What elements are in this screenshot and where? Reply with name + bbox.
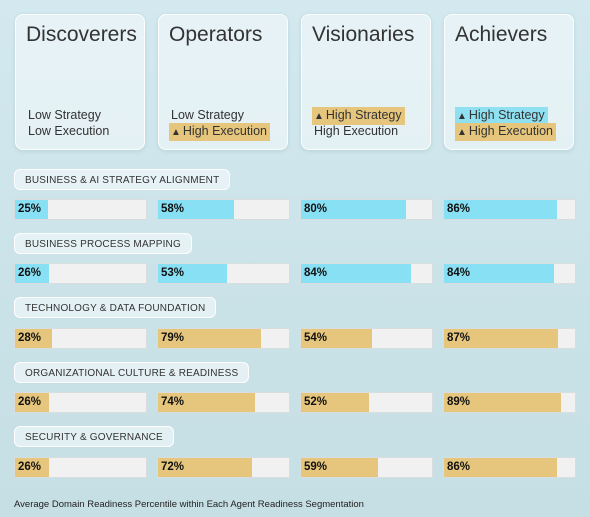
bar-value-label: 86%	[447, 461, 471, 473]
bar-track: 72%	[157, 457, 290, 478]
bar-fill	[158, 329, 262, 348]
segment-title: Achievers	[455, 23, 548, 46]
bar-fill	[15, 458, 50, 477]
segment-line-2: Low Execution	[26, 123, 112, 139]
segment-title: Operators	[169, 23, 263, 46]
bar-value-label: 79%	[161, 332, 185, 344]
triangle-up-icon: ▲	[457, 111, 467, 122]
segment-line2-text: High Execution	[468, 124, 553, 138]
bar-fill	[301, 264, 412, 283]
bar-track: 80%	[300, 199, 433, 220]
segment-line2-text: Low Execution	[28, 124, 110, 138]
bar-value-label: 54%	[304, 332, 328, 344]
bar-fill	[15, 200, 48, 219]
bar-track: 53%	[157, 263, 290, 284]
bar-value-label: 86%	[447, 203, 471, 215]
domain-label: SECURITY & GOVERNANCE	[14, 426, 174, 447]
segment-line-1: Low Strategy	[169, 107, 247, 123]
bar-fill	[301, 200, 406, 219]
bar-value-label: 84%	[447, 267, 471, 279]
bar-value-label: 28%	[18, 332, 42, 344]
bar-fill	[444, 458, 557, 477]
triangle-up-icon: ▲	[457, 127, 467, 138]
bar-fill	[444, 393, 561, 412]
bar-track: 59%	[300, 457, 433, 478]
bar-fill	[158, 200, 234, 219]
bar-value-label: 26%	[18, 267, 42, 279]
bar-track: 79%	[157, 328, 290, 349]
bar-value-label: 26%	[18, 461, 42, 473]
bar-fill	[15, 329, 52, 348]
bar-track: 86%	[443, 199, 576, 220]
domain-label: BUSINESS & AI STRATEGY ALIGNMENT	[14, 169, 231, 190]
domain-label: BUSINESS PROCESS MAPPING	[14, 233, 192, 254]
bar-track: 25%	[14, 199, 147, 220]
segment-card-visionaries: Visionaries ▲ High Strategy High Execution	[301, 14, 431, 150]
bar-value-label: 58%	[161, 203, 185, 215]
bar-fill	[301, 393, 370, 412]
bar-track: 86%	[443, 457, 576, 478]
triangle-up-icon: ▲	[171, 127, 181, 138]
domain-label: ORGANIZATIONAL CULTURE & READINESS	[14, 362, 250, 383]
bar-track: 54%	[300, 328, 433, 349]
chart-footnote: Average Domain Readiness Percentile with…	[14, 499, 364, 510]
bar-fill	[15, 393, 50, 412]
bar-track: 58%	[157, 199, 290, 220]
bar-fill	[158, 458, 253, 477]
triangle-up-icon: ▲	[314, 111, 324, 122]
bar-value-label: 80%	[304, 203, 328, 215]
segment-title: Visionaries	[312, 23, 415, 46]
bar-value-label: 87%	[447, 332, 471, 344]
bar-value-label: 53%	[161, 267, 185, 279]
segment-line-2: High Execution	[312, 123, 401, 139]
segment-line2-text: High Execution	[182, 124, 267, 138]
bar-track: 52%	[300, 392, 433, 413]
bar-fill	[158, 393, 255, 412]
domain-label: TECHNOLOGY & DATA FOUNDATION	[14, 297, 217, 318]
segment-title: Discoverers	[26, 23, 137, 46]
segment-card-discoverers: Discoverers Low Strategy Low Execution	[15, 14, 145, 150]
bar-value-label: 74%	[161, 396, 185, 408]
segment-line1-text: High Strategy	[325, 108, 402, 122]
bar-value-label: 84%	[304, 267, 328, 279]
segment-line-1: ▲ High Strategy	[455, 107, 548, 125]
bar-fill	[444, 264, 555, 283]
bar-fill	[444, 200, 557, 219]
bar-value-label: 89%	[447, 396, 471, 408]
bar-fill	[301, 329, 372, 348]
segment-line1-text: High Strategy	[468, 108, 545, 122]
bar-track: 74%	[157, 392, 290, 413]
segment-line2-text: High Execution	[314, 124, 399, 138]
bar-value-label: 25%	[18, 203, 42, 215]
bar-fill	[301, 458, 379, 477]
bar-track: 26%	[14, 263, 147, 284]
bar-value-label: 72%	[161, 461, 185, 473]
bar-track: 84%	[300, 263, 433, 284]
bar-track: 87%	[443, 328, 576, 349]
bar-track: 28%	[14, 328, 147, 349]
bar-value-label: 26%	[18, 396, 42, 408]
bar-track: 89%	[443, 392, 576, 413]
bar-track: 26%	[14, 392, 147, 413]
bar-fill	[15, 264, 50, 283]
segment-line-2: ▲ High Execution	[455, 123, 556, 141]
segment-line1-text: Low Strategy	[28, 108, 101, 122]
segment-card-operators: Operators Low Strategy ▲ High Execution	[158, 14, 288, 150]
segment-card-achievers: Achievers ▲ High Strategy ▲ High Execution	[444, 14, 574, 150]
bar-value-label: 59%	[304, 461, 328, 473]
bar-value-label: 52%	[304, 396, 328, 408]
segment-line-1: ▲ High Strategy	[312, 107, 405, 125]
bar-track: 26%	[14, 457, 147, 478]
segment-line1-text: Low Strategy	[171, 108, 244, 122]
segment-line-1: Low Strategy	[26, 107, 104, 123]
bar-fill	[444, 329, 558, 348]
segment-line-2: ▲ High Execution	[169, 123, 270, 141]
bar-fill	[158, 264, 228, 283]
bar-track: 84%	[443, 263, 576, 284]
